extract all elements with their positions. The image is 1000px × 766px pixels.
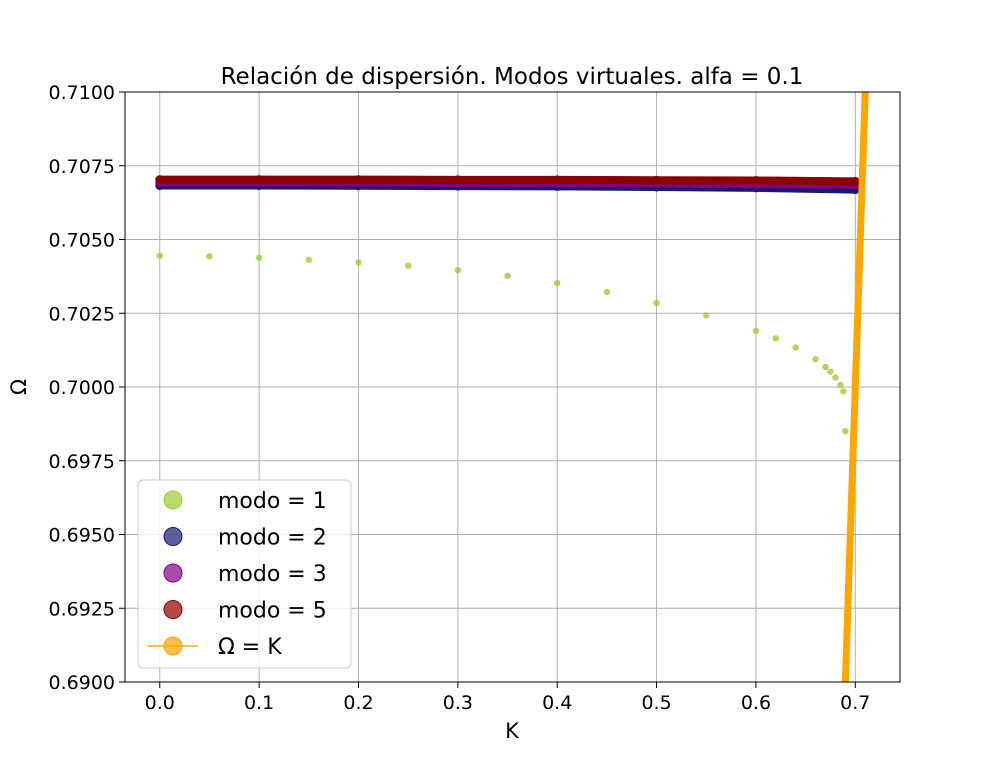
legend: modo = 1 modo = 2 modo = 3 modo = 5 Ω = K: [137, 479, 352, 669]
data-point: [254, 175, 264, 185]
series-band: [155, 175, 860, 186]
y-tick-label: 0.7100: [49, 82, 115, 104]
legend-label: modo = 2: [218, 526, 327, 551]
x-tick-label: 0.3: [443, 692, 473, 714]
legend-marker: [163, 490, 183, 510]
data-point: [822, 363, 829, 371]
data-point: [752, 327, 760, 335]
legend-marker: [163, 527, 183, 546]
y-tick-label: 0.6975: [49, 451, 115, 473]
data-point: [652, 175, 662, 185]
legend-label: modo = 5: [218, 599, 327, 624]
legend-marker: [163, 563, 183, 583]
legend-item-1: modo = 1: [163, 489, 327, 514]
legend-item-5: Ω = K: [148, 635, 282, 660]
data-point: [554, 279, 561, 287]
data-point: [837, 381, 844, 389]
x-tick-label: 0.4: [542, 692, 572, 714]
data-point: [842, 428, 849, 435]
x-tick-label: 0.2: [343, 692, 373, 714]
legend-marker: [163, 600, 183, 619]
data-point: [552, 175, 562, 185]
chart-title: Relación de dispersión. Modos virtuales.…: [221, 64, 804, 90]
data-point: [827, 368, 834, 375]
data-point: [862, 92, 869, 95]
data-point: [353, 175, 363, 185]
data-point: [772, 335, 780, 342]
data-point: [453, 175, 463, 185]
legend-item-4: modo = 5: [163, 599, 327, 624]
data-point: [504, 272, 511, 279]
series-line: [841, 92, 869, 682]
x-tick-label: 0.7: [840, 692, 870, 714]
data-point: [850, 176, 860, 186]
data-point: [840, 388, 847, 395]
x-tick-label: 0.6: [741, 692, 771, 714]
y-axis: 0.6900 0.6925 0.6950 0.6975 0.7000 0.7025 0.70…: [49, 82, 125, 694]
data-point: [206, 253, 213, 260]
legend-item-2: modo = 2: [163, 526, 327, 551]
legend-marker: [163, 636, 183, 656]
data-point: [156, 252, 163, 259]
series-1: [156, 252, 849, 435]
data-point: [305, 256, 313, 264]
x-axis: 0.0 0.1 0.2 0.3 0.4 0.5 0.6 0.7: [145, 682, 870, 714]
x-tick-label: 0.5: [641, 692, 671, 714]
data-point: [751, 176, 761, 185]
y-tick-label: 0.7050: [49, 230, 115, 252]
data-point: [603, 288, 611, 296]
series-layer: [155, 92, 869, 682]
y-axis-label: Ω: [7, 379, 31, 395]
data-point: [842, 679, 849, 682]
data-point: [404, 262, 412, 269]
legend-label: Ω = K: [218, 635, 282, 660]
y-tick-label: 0.7000: [49, 377, 115, 399]
legend-label: modo = 3: [218, 562, 327, 587]
y-tick-label: 0.7075: [49, 156, 115, 178]
legend-item-3: modo = 3: [163, 562, 327, 587]
x-axis-label: K: [505, 719, 520, 743]
legend-label: modo = 1: [218, 489, 327, 514]
data-point: [653, 299, 660, 307]
x-tick-label: 0.1: [244, 692, 274, 714]
data-point: [355, 259, 362, 266]
data-point: [832, 374, 839, 381]
data-point: [454, 266, 462, 274]
data-point: [792, 344, 799, 351]
y-tick-label: 0.6900: [49, 672, 115, 694]
data-point: [155, 175, 165, 185]
y-tick-label: 0.6925: [49, 598, 115, 620]
data-point: [703, 312, 710, 319]
y-tick-label: 0.7025: [49, 303, 115, 325]
series-5: [841, 92, 869, 682]
x-tick-label: 0.0: [145, 692, 175, 714]
data-point: [255, 254, 263, 261]
y-tick-label: 0.6950: [49, 525, 115, 547]
data-point: [812, 356, 819, 363]
series-4: [155, 175, 860, 186]
legend-frame: [137, 479, 352, 669]
